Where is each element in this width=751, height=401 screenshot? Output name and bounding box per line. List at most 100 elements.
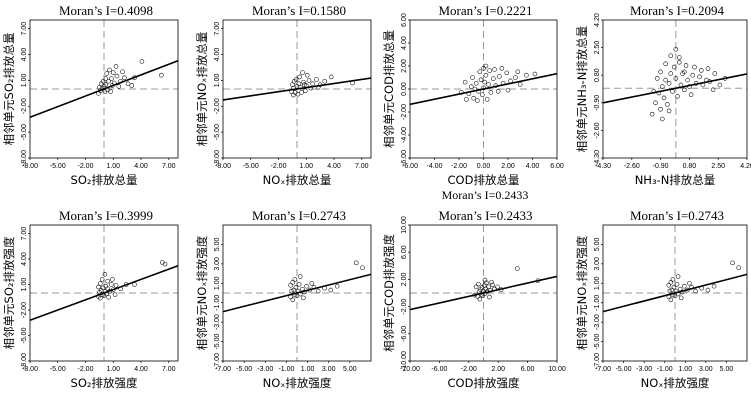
x-tick-label: 1.00	[106, 366, 120, 373]
data-point	[473, 80, 479, 86]
y-tick-label: -3.00	[214, 314, 221, 330]
data-point	[505, 87, 511, 93]
data-point	[100, 78, 106, 84]
data-point	[113, 283, 119, 288]
data-point	[306, 78, 312, 83]
y-tick-label: -4.30	[594, 150, 601, 166]
x-tick-label: 6.00	[550, 163, 564, 170]
data-point	[693, 288, 698, 294]
data-point	[303, 88, 308, 93]
data-point	[471, 95, 476, 101]
data-point	[681, 283, 687, 289]
data-point	[293, 77, 299, 82]
data-point	[299, 90, 304, 95]
data-point	[487, 288, 493, 293]
data-point	[489, 279, 494, 285]
scatter-panel-8: Moran’s I=0.2743 -7.00 -5.00 -3.00 -1.00 1.00…	[575, 208, 748, 390]
scatter-panel-1: Moran’s I=0.4098 -8.00 -5.00 -2.00 1.00 4.00 7…	[2, 3, 179, 187]
data-point	[123, 282, 129, 287]
x-axis-label: NOₓ排放强度	[263, 376, 332, 390]
data-point	[493, 83, 499, 88]
data-point	[103, 82, 109, 87]
x-tick-label: 4.20	[740, 163, 751, 170]
data-point	[666, 81, 672, 86]
data-point	[651, 89, 657, 94]
y-tick-label: -10.00	[401, 351, 408, 371]
data-point	[477, 296, 483, 302]
data-point	[532, 71, 538, 77]
y-tick-label: 6.00	[401, 13, 408, 27]
y-tick-label: 2.00	[401, 59, 408, 73]
y-tick-label: -7.00	[214, 353, 221, 369]
data-point	[653, 100, 658, 106]
data-point	[310, 81, 316, 87]
data-point	[290, 280, 296, 285]
x-axis-label: NOₓ排放总量	[263, 173, 332, 187]
x-axis-label: NH₃-N排放总量	[635, 173, 716, 187]
data-point	[668, 71, 674, 76]
data-point	[500, 80, 506, 86]
data-point	[677, 286, 683, 292]
data-point	[508, 78, 513, 84]
data-point	[296, 81, 302, 87]
y-tick-label: 1.00	[21, 73, 28, 87]
x-tick-label: -2.00	[78, 163, 94, 170]
x-tick-label: 0.00	[477, 163, 491, 170]
y-tick-label: -3.00	[594, 314, 601, 330]
y-tick-label: 4.00	[21, 48, 28, 62]
data-point	[322, 285, 327, 291]
data-point	[482, 277, 488, 283]
y-tick-label: -5.00	[214, 333, 221, 349]
data-point	[675, 94, 680, 99]
panel-title: Moran’s I=0.2094	[630, 3, 724, 18]
scatter-panel-5: Moran’s I=0.3999 -8.00 -5.00 -2.00 1.00 4.00 7…	[2, 208, 179, 390]
data-point	[491, 76, 496, 81]
data-point	[459, 90, 464, 95]
data-point	[125, 81, 131, 87]
y-tick-label: -5.00	[21, 327, 28, 343]
y-tick-label: -8.00	[21, 150, 28, 166]
y-axis-label: 相邻单元COD排放强度	[382, 234, 396, 352]
data-point	[673, 46, 679, 52]
data-point	[290, 82, 295, 87]
data-point	[504, 70, 510, 76]
data-point	[302, 289, 307, 295]
data-point	[132, 75, 137, 81]
y-tick-label: -1.00	[214, 295, 221, 311]
data-point	[120, 69, 125, 75]
x-tick-label: -8.00	[22, 366, 38, 373]
data-point	[663, 61, 668, 67]
data-point	[297, 291, 303, 297]
y-tick-label: 4.00	[401, 36, 408, 50]
y-tick-label: 5.00	[214, 238, 221, 252]
data-point	[301, 295, 306, 301]
x-tick-label: 2.00	[491, 366, 505, 373]
data-point	[304, 283, 309, 289]
data-point	[711, 283, 717, 289]
data-point	[707, 79, 713, 84]
y-axis-label: 相邻单元SO₂排放总量	[2, 33, 16, 146]
data-point	[678, 295, 684, 301]
data-point	[483, 63, 489, 69]
data-point	[680, 71, 685, 76]
data-point	[107, 289, 112, 294]
data-point	[96, 284, 101, 290]
data-point	[476, 281, 481, 287]
x-tick-label: -3.00	[257, 366, 273, 373]
x-tick-label: -5.00	[616, 366, 632, 373]
y-tick-label: 5.00	[594, 238, 601, 252]
data-point	[468, 84, 474, 89]
data-point	[699, 285, 705, 291]
plot-frame	[29, 224, 179, 362]
data-point	[663, 77, 668, 83]
x-tick-label: 7.00	[162, 163, 176, 170]
data-point	[110, 83, 115, 88]
data-point	[683, 63, 689, 68]
data-point	[315, 288, 321, 294]
x-tick-label: -10.00	[400, 366, 420, 373]
data-point	[498, 287, 504, 292]
data-point	[676, 59, 682, 65]
y-tick-label: 10.00	[401, 216, 408, 234]
x-tick-label: 1.00	[106, 163, 120, 170]
y-tick-label: 2.00	[401, 272, 408, 286]
